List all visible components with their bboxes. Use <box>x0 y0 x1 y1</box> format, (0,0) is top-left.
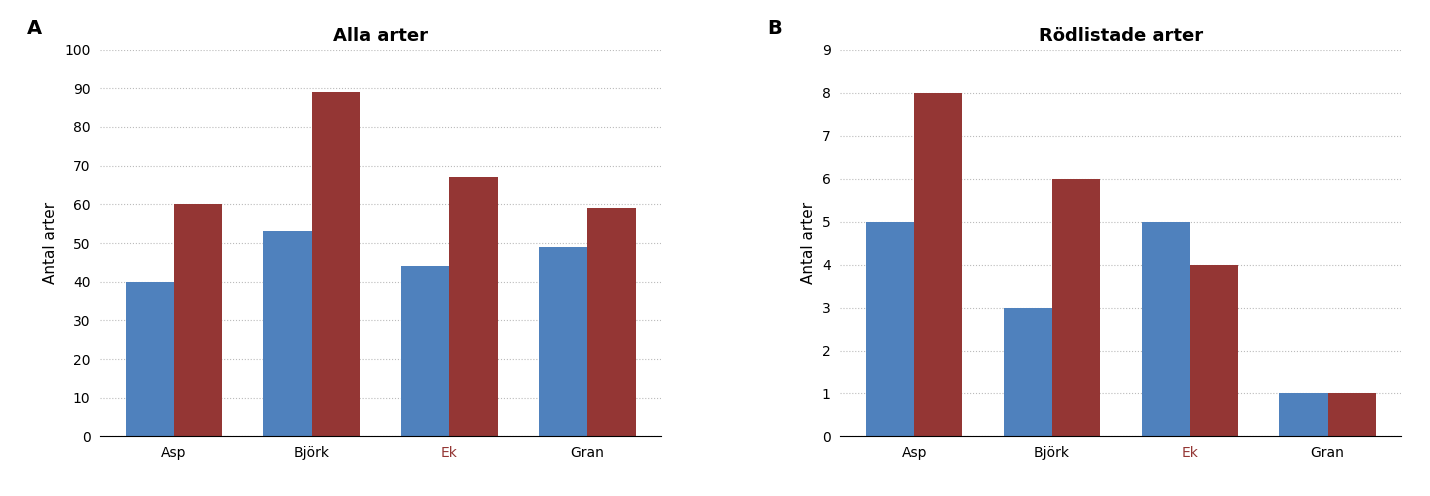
Bar <box>1052 179 1100 436</box>
Bar <box>1327 393 1376 436</box>
Bar <box>1004 308 1052 436</box>
Bar <box>1190 264 1238 436</box>
Y-axis label: Antal arter: Antal arter <box>801 202 817 284</box>
Bar <box>449 177 498 436</box>
Bar <box>1141 222 1190 436</box>
Bar <box>914 93 962 436</box>
Bar <box>1280 393 1327 436</box>
Bar <box>126 282 174 436</box>
Text: B: B <box>768 19 782 38</box>
Legend: 1 sommar, 3-5 år: 1 sommar, 3-5 år <box>1426 198 1430 249</box>
Bar <box>588 208 635 436</box>
Title: Alla arter: Alla arter <box>333 27 428 45</box>
Bar <box>539 247 588 436</box>
Text: A: A <box>27 19 43 38</box>
Bar <box>174 204 222 436</box>
Bar <box>263 232 312 436</box>
Bar <box>402 266 449 436</box>
Bar <box>312 92 360 436</box>
Title: Rödlistade arter: Rödlistade arter <box>1038 27 1203 45</box>
Bar <box>867 222 914 436</box>
Y-axis label: Antal arter: Antal arter <box>43 202 59 284</box>
